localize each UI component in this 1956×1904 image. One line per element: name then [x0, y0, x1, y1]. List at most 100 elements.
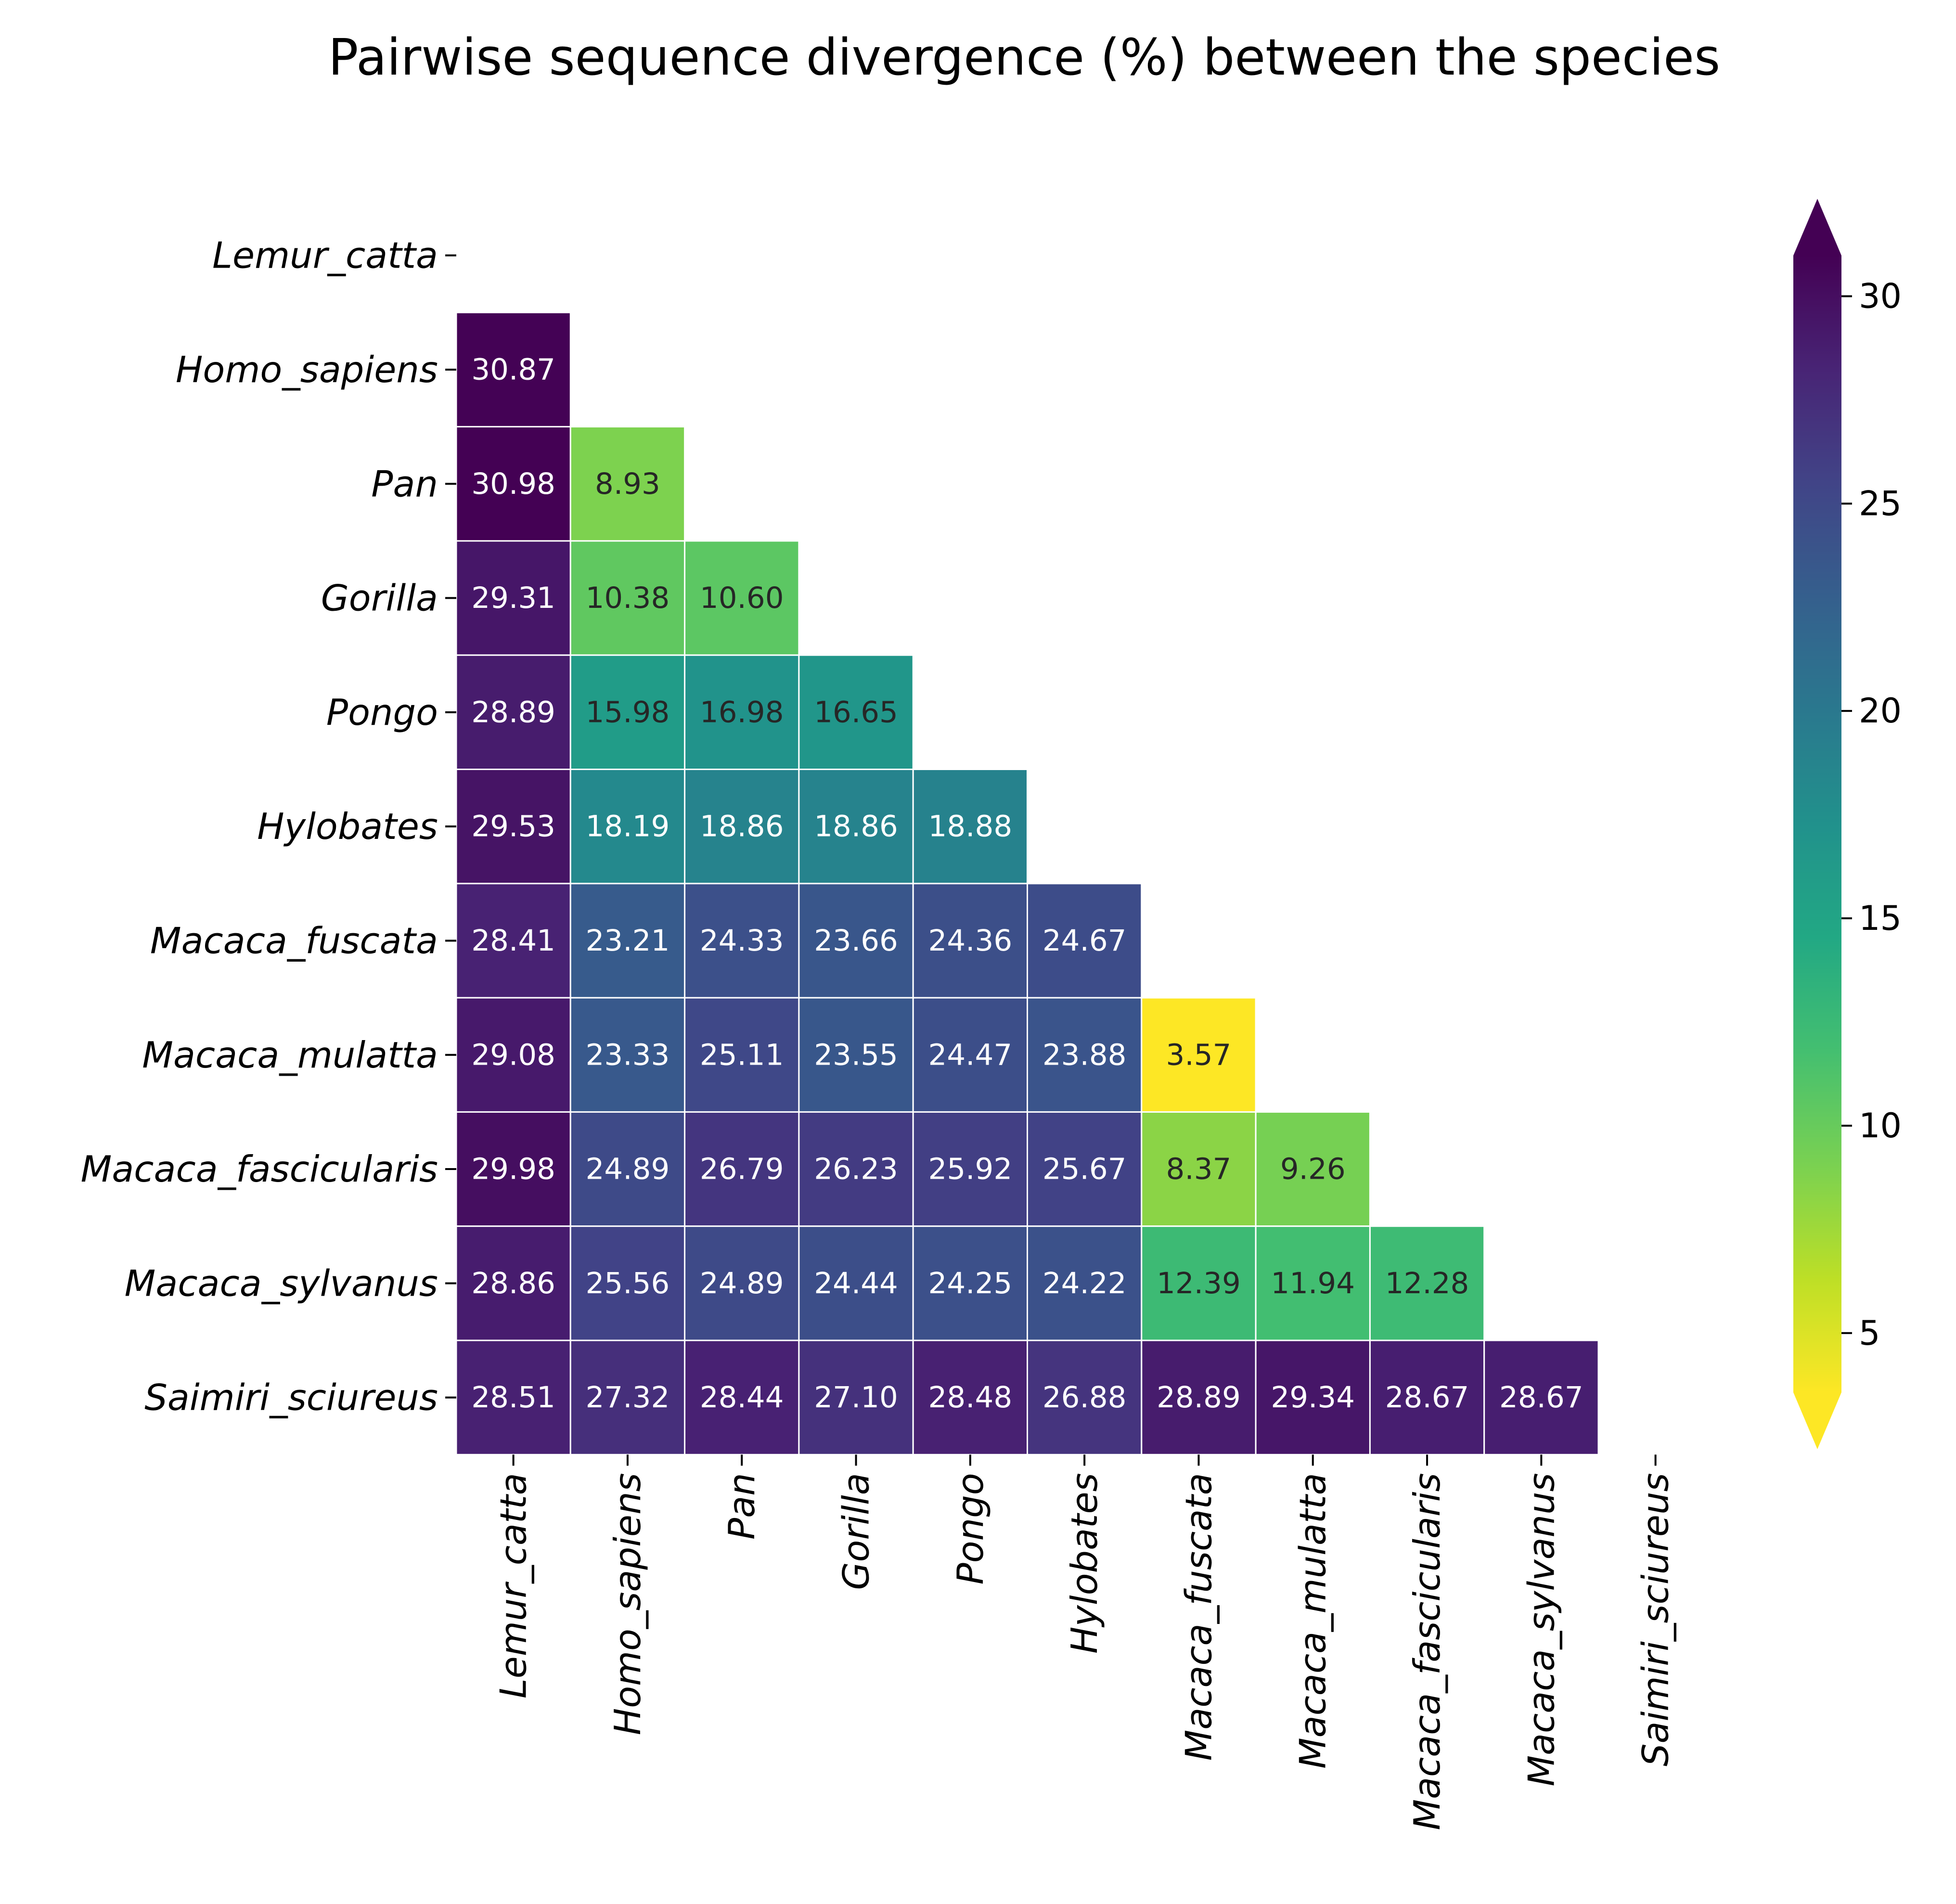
cell-value-label: 28.67 [1385, 1380, 1469, 1415]
cell-value-label: 25.56 [586, 1266, 670, 1300]
cell-value-label: 10.60 [700, 581, 784, 615]
cell-value-label: 24.33 [700, 924, 784, 958]
cell-value-label: 28.89 [471, 695, 555, 729]
y-tick-label: Macaca_fascicularis [81, 1148, 438, 1190]
heatmap-cell [1141, 1111, 1257, 1227]
x-tick-label: Hylobates [1063, 1473, 1106, 1654]
cell-value-label: 24.89 [586, 1152, 670, 1186]
colorbar-tick-label: 10 [1859, 1106, 1902, 1145]
y-tick-label: Macaca_mulatta [142, 1034, 438, 1076]
cell-value-label: 26.79 [700, 1152, 784, 1186]
cell-value-label: 15.98 [586, 695, 670, 729]
heatmap-cell [455, 1111, 571, 1227]
x-tick-label: Lemur_catta [492, 1473, 535, 1698]
heatmap-cell [455, 426, 571, 542]
x-tick-label: Gorilla [835, 1473, 877, 1590]
cell-value-label: 28.51 [471, 1380, 555, 1415]
cell-value-label: 16.65 [814, 695, 898, 729]
heatmap-cell [1027, 1339, 1143, 1455]
cell-value-label: 18.86 [700, 810, 784, 844]
cell-value-label: 23.55 [814, 1038, 898, 1072]
heatmap-cell [684, 883, 800, 999]
heatmap-cell [1369, 1225, 1485, 1341]
heatmap-cell [912, 769, 1028, 885]
heatmap-cell [798, 1225, 914, 1341]
heatmap-cell [569, 1339, 686, 1455]
heatmap-cell [569, 997, 686, 1113]
cell-value-label: 23.21 [586, 924, 670, 958]
heatmap-cell [455, 1225, 571, 1341]
y-axis: Lemur_catta Homo_sapiens Pan Gorilla Pongo Hy… [81, 234, 456, 1419]
heatmap-cells [455, 311, 1599, 1455]
colorbar-tick-label: 30 [1859, 276, 1902, 316]
heatmap-cell [569, 769, 686, 885]
x-tick-label: Saimiri_sciureus [1634, 1473, 1677, 1766]
cell-value-label: 27.10 [814, 1380, 898, 1415]
cell-value-label: 25.11 [700, 1038, 784, 1072]
heatmap-cell-labels: 30.87 30.98 8.93 29.31 10.38 10.60 28.89 15.98 1… [471, 352, 1583, 1415]
cell-value-label: 29.08 [471, 1038, 555, 1072]
heatmap-cell [455, 997, 571, 1113]
cell-value-label: 28.89 [1157, 1380, 1241, 1415]
heatmap-cell [1255, 1111, 1371, 1227]
y-tick-label: Homo_sapiens [176, 348, 438, 391]
cell-value-label: 24.89 [700, 1266, 784, 1300]
colorbar-tick-label: 20 [1859, 691, 1902, 731]
heatmap-cell [569, 426, 686, 542]
heatmap-cell [684, 1339, 800, 1455]
cell-value-label: 26.23 [814, 1152, 898, 1186]
heatmap-cell [569, 1225, 686, 1341]
cell-value-label: 25.92 [928, 1152, 1013, 1186]
heatmap-cell [798, 883, 914, 999]
cell-value-label: 24.22 [1042, 1266, 1127, 1300]
x-axis: Lemur_catta Homo_sapiens Pan Gorilla Pongo Hy… [492, 1454, 1677, 1830]
heatmap-cell [798, 1339, 914, 1455]
heatmap-cell [684, 769, 800, 885]
cell-value-label: 24.44 [814, 1266, 898, 1300]
cell-value-label: 23.66 [814, 924, 898, 958]
heatmap-cell [1483, 1339, 1599, 1455]
heatmap-cell [1027, 883, 1143, 999]
x-tick-label: Pongo [949, 1473, 991, 1584]
cell-value-label: 30.98 [471, 467, 555, 501]
cell-value-label: 23.33 [586, 1038, 670, 1072]
heatmap-cell [455, 1339, 571, 1455]
x-tick-label: Macaca_sylvanus [1520, 1473, 1562, 1786]
cell-value-label: 8.37 [1166, 1152, 1232, 1186]
heatmap-cell [569, 654, 686, 770]
cell-value-label: 26.88 [1042, 1380, 1127, 1415]
heatmap-cell [569, 540, 686, 656]
colorbar-extend-min [1793, 1392, 1841, 1449]
heatmap-cell [684, 540, 800, 656]
cell-value-label: 10.38 [586, 581, 670, 615]
y-tick-label: Lemur_catta [212, 234, 438, 277]
x-tick-label: Macaca_fuscata [1177, 1473, 1220, 1761]
y-tick-label: Macaca_fuscata [150, 919, 438, 962]
chart-title: Pairwise sequence divergence (%) between… [328, 28, 1720, 87]
heatmap-cell [1027, 997, 1143, 1113]
cell-value-label: 23.88 [1042, 1038, 1127, 1072]
cell-value-label: 8.93 [595, 467, 660, 501]
x-tick-label: Macaca_fascicularis [1406, 1473, 1448, 1830]
heatmap-cell [1255, 1339, 1371, 1455]
heatmap-cell [455, 540, 571, 656]
colorbar-tick-label: 15 [1859, 899, 1902, 938]
cell-value-label: 18.19 [586, 810, 670, 844]
cell-value-label: 24.67 [1042, 924, 1127, 958]
heatmap-cell [912, 1339, 1028, 1455]
cell-value-label: 29.31 [471, 581, 555, 615]
colorbar-tick-label: 25 [1859, 484, 1902, 523]
cell-value-label: 24.36 [928, 924, 1013, 958]
cell-value-label: 28.44 [700, 1380, 784, 1415]
cell-value-label: 11.94 [1271, 1266, 1355, 1300]
heatmap-cell [684, 1225, 800, 1341]
y-tick-label: Pan [371, 463, 438, 505]
y-tick-label: Saimiri_sciureus [144, 1377, 438, 1419]
heatmap-cell [798, 997, 914, 1113]
heatmap-cell [1141, 1225, 1257, 1341]
cell-value-label: 29.34 [1271, 1380, 1355, 1415]
heatmap-cell [1027, 1225, 1143, 1341]
cell-value-label: 3.57 [1166, 1038, 1232, 1072]
heatmap-cell [455, 311, 571, 428]
cell-value-label: 24.25 [928, 1266, 1013, 1300]
